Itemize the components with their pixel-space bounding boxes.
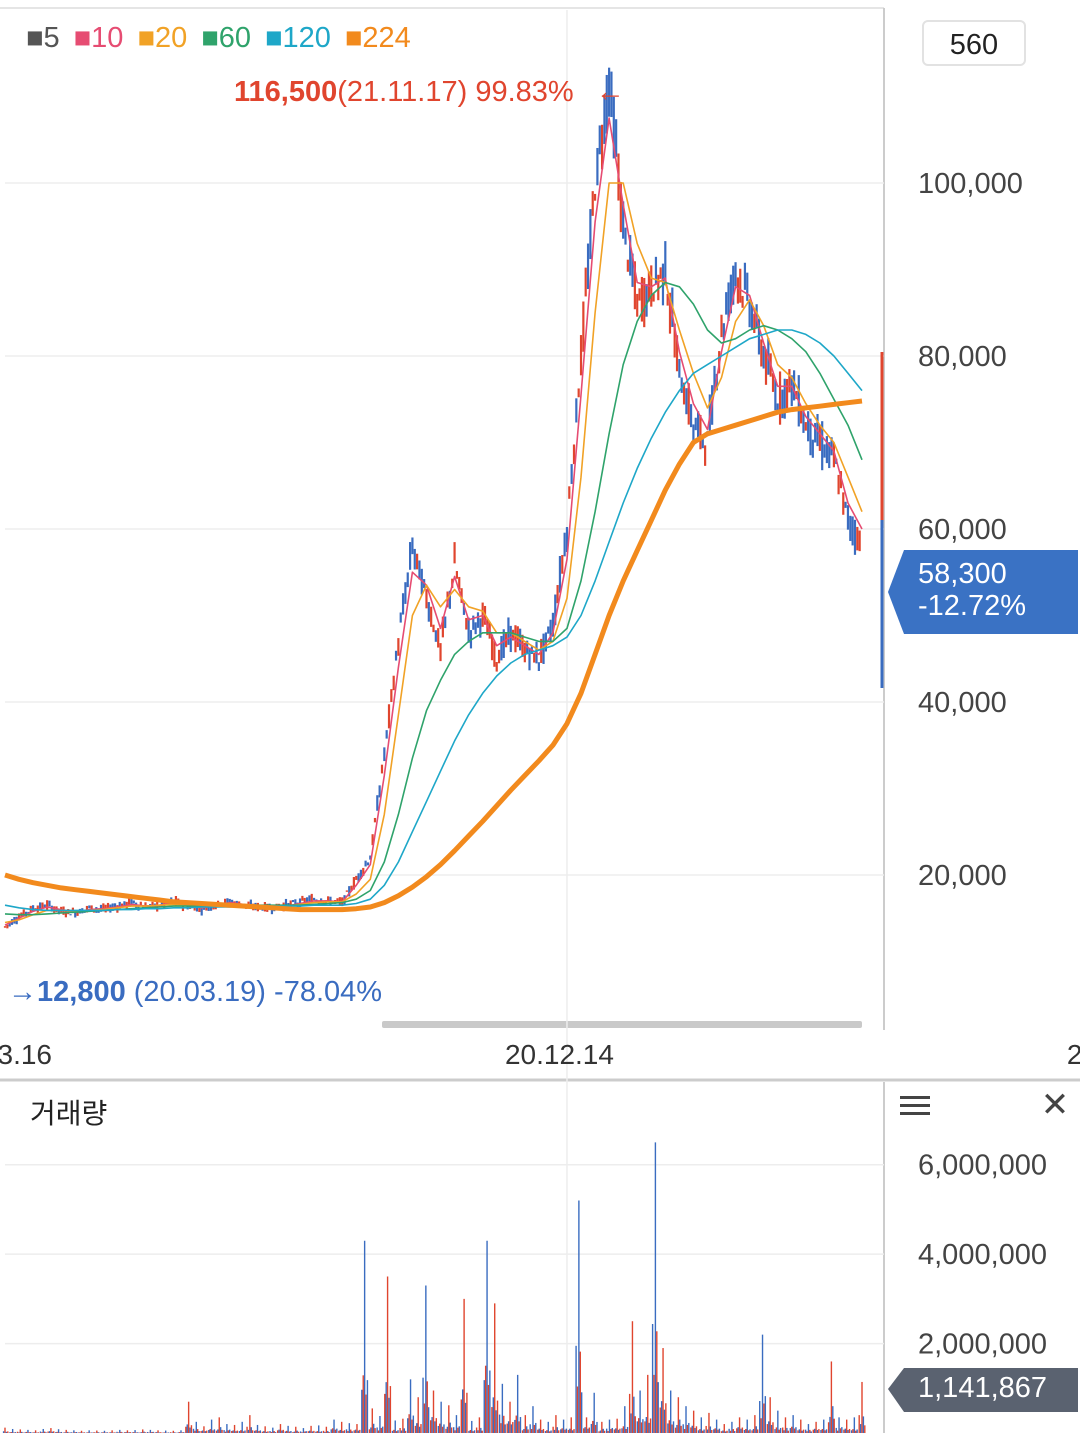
price-tick-label: 20,000 — [918, 860, 1007, 892]
price-tick-label: 40,000 — [918, 687, 1007, 719]
high-pct: 99.83% — [475, 76, 574, 108]
current-price-tag: 58,300 -12.72% — [918, 558, 1026, 622]
legend-item-120[interactable]: ■120 — [265, 22, 331, 54]
price-tick-label: 80,000 — [918, 341, 1007, 373]
arrow-left-icon: ← — [595, 76, 625, 108]
volume-bars — [2, 1142, 866, 1433]
ma-line-60 — [4, 281, 863, 916]
ma-line-20 — [4, 182, 863, 924]
current-price: 58,300 — [918, 558, 1007, 590]
legend-item-5[interactable]: ■5 — [26, 22, 60, 54]
axis-labels: 100,000 80,000 60,000 40,000 20,000 20.03.16 2… — [0, 168, 1080, 1361]
arrow-right-icon: → — [8, 976, 37, 1008]
high-date: (21.11.17) — [337, 76, 468, 108]
current-pct: -12.72% — [918, 590, 1027, 622]
volume-panel-title: 거래량 — [30, 1098, 108, 1129]
low-date: (20.03.19) — [133, 976, 266, 1008]
low-price-marker: →12,800 (20.03.19) -78.04% — [8, 976, 382, 1009]
period-count-box[interactable]: 560 — [922, 20, 1026, 66]
price-candles — [3, 67, 861, 929]
date-tick-label: 20.03.16 — [0, 1039, 52, 1070]
ma-legend: ■5 ■10 ■20 ■60 ■120 ■224 — [26, 22, 411, 55]
volume-current-value: 1,141,867 — [918, 1372, 1048, 1404]
moving-average-lines — [4, 117, 863, 926]
low-pct: -78.04% — [274, 976, 383, 1008]
legend-item-60[interactable]: ■60 — [201, 22, 251, 54]
menu-icon[interactable] — [900, 1092, 930, 1120]
legend-item-10[interactable]: ■10 — [73, 22, 124, 54]
close-icon[interactable]: ✕ — [1040, 1086, 1070, 1124]
high-price-marker: 116,500(21.11.17) 99.83% ← — [234, 76, 625, 109]
date-tick-label: 21.09.13 — [1067, 1039, 1080, 1070]
volume-tick-label: 6,000,000 — [918, 1150, 1047, 1182]
ma-line-10 — [4, 117, 863, 926]
high-price: 116,500 — [234, 76, 338, 108]
value-tags — [880, 352, 1078, 1412]
low-price: 12,800 — [37, 976, 126, 1008]
current-price-tag-bg — [888, 550, 1078, 634]
ma-line-120 — [4, 329, 863, 912]
volume-tick-label: 4,000,000 — [918, 1239, 1047, 1271]
date-tick-label: 20.12.14 — [505, 1039, 614, 1070]
volume-current-tag-bg — [888, 1368, 1078, 1412]
volume-tick-label: 2,000,000 — [918, 1329, 1047, 1361]
legend-item-20[interactable]: ■20 — [137, 22, 188, 54]
grid-layer — [0, 7, 1080, 1433]
price-tick-label: 60,000 — [918, 514, 1007, 546]
ma-line-224 — [4, 398, 863, 913]
legend-item-224[interactable]: ■224 — [344, 22, 411, 54]
scroll-bar — [382, 1021, 862, 1028]
price-tick-label: 100,000 — [918, 168, 1023, 200]
